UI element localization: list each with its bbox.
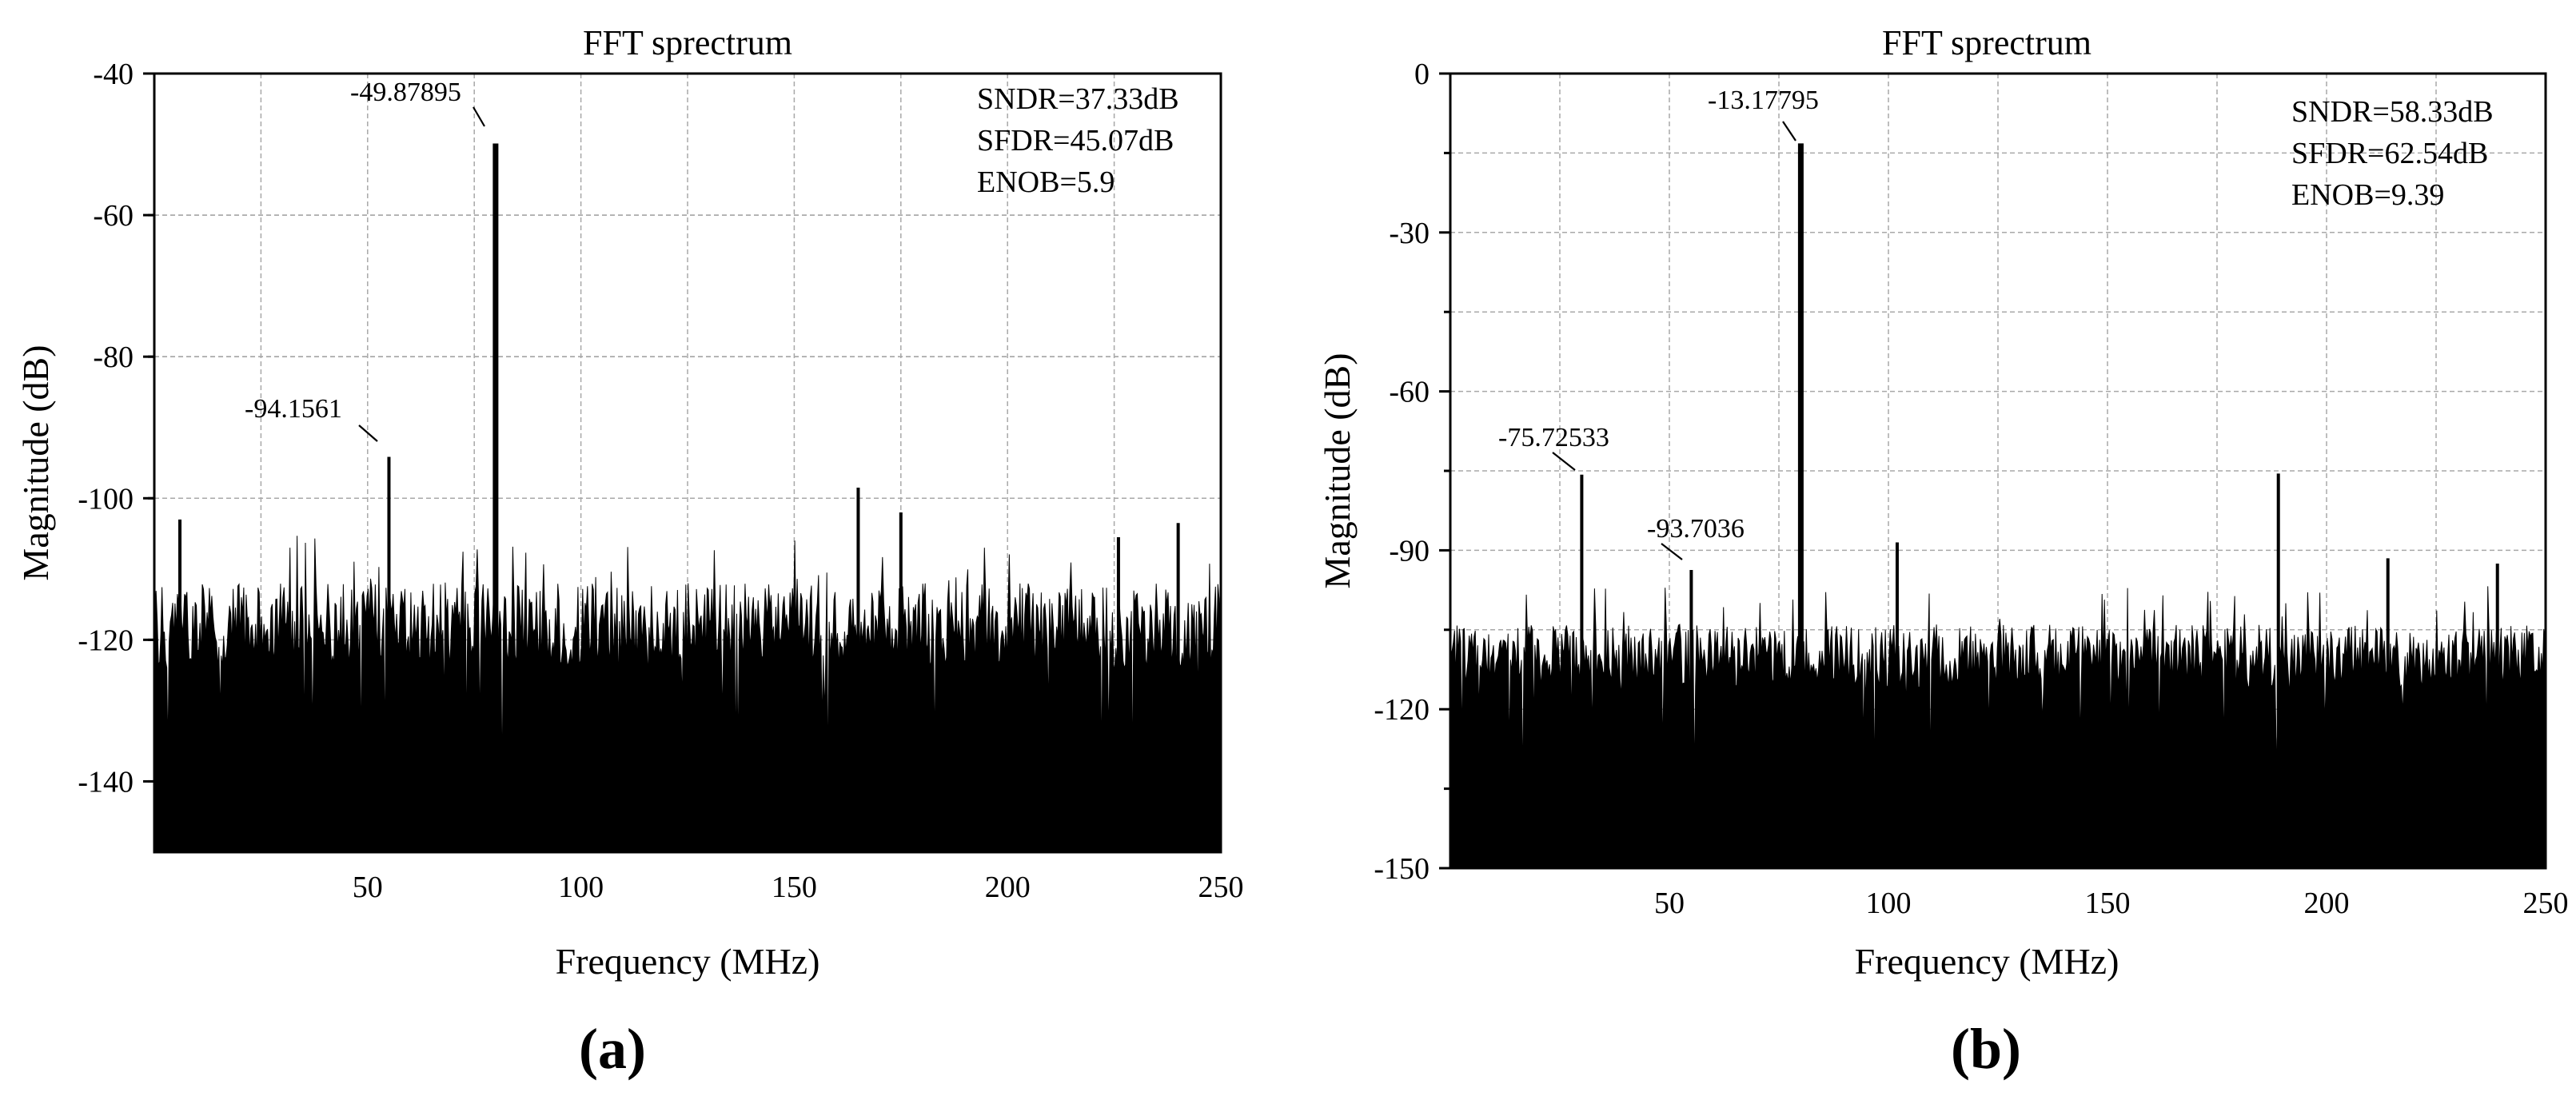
- panel-a-ytick-label-3: -80: [93, 341, 134, 374]
- panel-a-noise-floor: [154, 536, 1222, 853]
- panel-b-spectrum: [1449, 143, 2546, 869]
- panel-b-ytick-label-0: -150: [1374, 852, 1430, 886]
- panel-b-xlabel: Frequency (MHz): [1855, 941, 2119, 982]
- panel-b-spur1-label: -75.72533: [1498, 423, 1609, 452]
- panel-b-metric-sndr: SNDR=58.33dB: [2291, 95, 2494, 129]
- panel-b-metric-enob: ENOB=9.39: [2291, 178, 2444, 212]
- panel-b-title: FFT sprectrum: [1882, 23, 2092, 62]
- panel-a-xtick-label-2: 150: [772, 871, 817, 904]
- panel-b-x-tick-labels: 50 100 150 200 250: [1654, 887, 2569, 920]
- panel-a-xtick-label-0: 50: [353, 871, 383, 904]
- panel-a-ytick-label-0: -140: [78, 765, 134, 799]
- panel-a-ytick-label-5: -40: [93, 58, 134, 91]
- panel-b-fundamental-label: -13.17795: [1708, 86, 1819, 115]
- panel-a-xtick-label-1: 100: [558, 871, 604, 904]
- panel-b-spur2-leader: [1661, 543, 1683, 560]
- panel-a-xtick-label-4: 250: [1198, 871, 1244, 904]
- panel-a-fundamental-label: -49.87895: [350, 78, 461, 107]
- panel-b-ytick-label-4: -30: [1389, 217, 1430, 250]
- panel-a-metric-sfdr: SFDR=45.07dB: [977, 124, 1174, 157]
- panel-b-xtick-label-2: 150: [2085, 887, 2131, 920]
- panel-b-ytick-label-3: -60: [1389, 376, 1430, 409]
- panel-a-xlabel: Frequency (MHz): [556, 941, 820, 982]
- panel-b-fundamental-leader: [1782, 121, 1796, 141]
- panel-a-fundamental-leader: [473, 106, 485, 127]
- panel-b-xtick-label-3: 200: [2304, 887, 2350, 920]
- panel-b-y-tick-labels: -150 -120 -90 -60 -30 0: [1374, 58, 1430, 886]
- panel-a-x-tick-labels: 50 100 150 200 250: [353, 871, 1244, 904]
- panel-b-ytick-label-1: -120: [1374, 693, 1430, 727]
- panel-b-ylabel: Magnitude (dB): [1317, 353, 1358, 588]
- panel-b-ticks: [1439, 72, 2547, 870]
- panel-b-spur1-leader: [1552, 452, 1576, 471]
- panel-a-ticks: [143, 72, 1222, 852]
- panel-a-y-tick-labels: -140 -120 -100 -80 -60 -40: [78, 58, 134, 799]
- panel-a-metric-enob: ENOB=5.9: [977, 165, 1115, 199]
- panel-a-ylabel: Magnitude (dB): [15, 345, 56, 580]
- panel-a-ytick-label-4: -60: [93, 199, 134, 233]
- panel-b-xtick-label-0: 50: [1654, 887, 1685, 920]
- panel-a: FFT sprectrum -140 -120 -100 -80 -60 -40 50 10…: [15, 23, 1244, 1081]
- panel-a-label: (a): [579, 1017, 646, 1081]
- panel-a-ytick-label-1: -120: [78, 624, 134, 657]
- panel-b-noise-floor: [1449, 586, 2546, 869]
- panel-b-xtick-label-1: 100: [1866, 887, 1912, 920]
- panel-a-spectrum: [154, 143, 1222, 853]
- panel-b-xtick-label-4: 250: [2523, 887, 2569, 920]
- panel-a-xtick-label-3: 200: [985, 871, 1031, 904]
- panel-b-grid: [1450, 74, 2546, 868]
- panel-b-label: (b): [1951, 1017, 2021, 1081]
- panel-a-title: FFT sprectrum: [583, 23, 792, 62]
- panel-b-ytick-label-5: 0: [1414, 58, 1430, 91]
- panel-b-ytick-label-2: -90: [1389, 534, 1430, 568]
- panel-a-spur-label: -94.1561: [245, 394, 342, 424]
- panel-a-spur-leader: [358, 424, 378, 442]
- panel-b: FFT sprectrum -150 -120 -90 -60 -30 0 50 100 15…: [1317, 23, 2569, 1081]
- panel-a-metric-sndr: SNDR=37.33dB: [977, 82, 1179, 116]
- panel-b-metric-sfdr: SFDR=62.54dB: [2291, 137, 2488, 170]
- panel-b-spur2-label: -93.7036: [1647, 514, 1745, 544]
- panel-a-ytick-label-2: -100: [78, 482, 134, 516]
